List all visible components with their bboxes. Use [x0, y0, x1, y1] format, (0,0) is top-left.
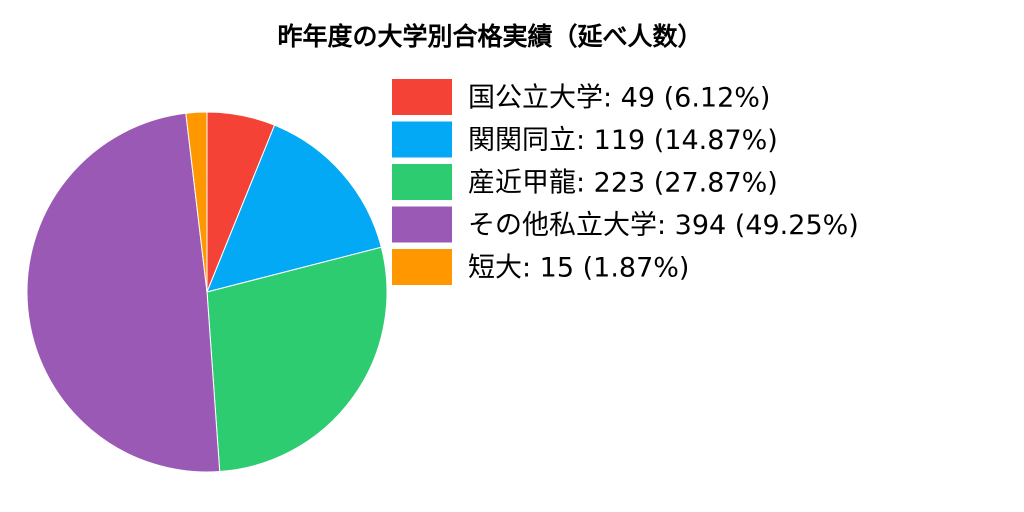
- legend-label: 国公立大学: 49 (6.12%): [468, 83, 770, 114]
- pie-slice: [206, 246, 388, 473]
- legend-swatch: [392, 121, 452, 158]
- pie-slice: [206, 124, 382, 293]
- legend-swatch: [392, 249, 452, 285]
- legend-swatch: [392, 79, 452, 115]
- legend-label: 短大: 15 (1.87%): [468, 253, 689, 284]
- legend-label: 産近甲龍: 223 (27.87%): [468, 168, 778, 199]
- legend-swatch: [392, 164, 452, 200]
- pie-slice: [26, 112, 221, 473]
- chart-title: 昨年度の大学別合格実績（延べ人数）: [277, 22, 702, 51]
- pie-slice: [185, 111, 208, 293]
- legend-swatch: [392, 206, 452, 243]
- legend-label: その他私立大学: 394 (49.25%): [468, 210, 859, 241]
- legend-label: 関関同立: 119 (14.87%): [468, 125, 778, 156]
